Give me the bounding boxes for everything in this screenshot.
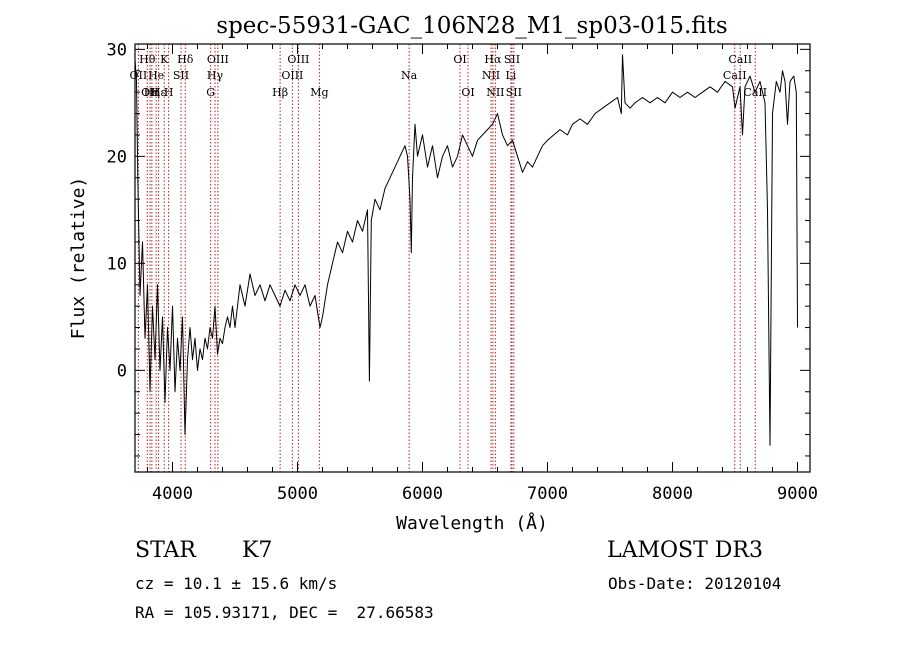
marker-label-oiii: OIII <box>207 53 229 66</box>
axis-ticks: 4000 5000 6000 7000 8000 9000 0 10 20 30 <box>107 40 818 504</box>
marker-label-sii: SII <box>173 69 189 82</box>
x-tick-label: 8000 <box>652 484 693 504</box>
observation-date: Obs-Date: 20120104 <box>608 574 782 593</box>
marker-label-hα: Hα <box>484 53 502 66</box>
x-tick-label: 9000 <box>777 484 818 504</box>
marker-label-oii: OII <box>141 86 159 99</box>
chart-title: spec-55931-GAC_106N28_M1_sp03-015.fits <box>216 13 727 39</box>
marker-label-hε: Hε <box>151 86 167 99</box>
y-tick-label: 0 <box>117 361 127 381</box>
marker-label-sii: SII <box>506 86 522 99</box>
marker-label-oiii: OIII <box>281 69 303 82</box>
marker-label-sii: SII <box>504 53 520 66</box>
marker-label-li: Li <box>505 69 516 82</box>
marker-label-na: Na <box>401 69 418 82</box>
x-tick-label: 6000 <box>402 484 443 504</box>
x-tick-label: 4000 <box>152 484 193 504</box>
marker-label-g: G <box>206 86 215 99</box>
x-tick-label: 5000 <box>277 484 318 504</box>
flux-series-line <box>134 54 798 446</box>
x-axis-label: Wavelength (Å) <box>396 512 548 534</box>
y-tick-label: 30 <box>107 40 127 60</box>
object-subclass: K7 <box>242 538 273 563</box>
marker-label-oi: OI <box>453 53 466 66</box>
marker-label-nii: NII <box>486 86 504 99</box>
marker-label-hβ: Hβ <box>272 86 288 99</box>
marker-label-hγ: Hγ <box>207 69 224 82</box>
marker-label-caii: CaII <box>723 69 747 82</box>
marker-label-oii: OII <box>130 69 148 82</box>
redshift-cz: cz = 10.1 ± 15.6 km/s <box>135 574 338 593</box>
marker-label-oiii: OIII <box>287 53 309 66</box>
marker-label-he: He <box>148 69 164 82</box>
plot-frame <box>134 43 811 473</box>
object-class: STAR <box>135 538 196 563</box>
marker-label-nii: NII <box>482 69 500 82</box>
y-axis-label: Flux (relative) <box>68 177 89 340</box>
marker-label-oi: OI <box>461 86 474 99</box>
x-tick-label: 7000 <box>527 484 568 504</box>
y-tick-label: 10 <box>107 254 127 274</box>
marker-label-mg: Mg <box>310 86 328 99</box>
coordinates: RA = 105.93171, DEC = 27.66583 <box>135 603 434 622</box>
marker-label-caii: CaII <box>728 53 752 66</box>
marker-label-hη: Hη <box>144 86 160 99</box>
marker-label-hδ: Hδ <box>177 53 194 66</box>
survey-name: LAMOST DR3 <box>607 538 763 563</box>
spectral-line-markers: OIIHθOIIHηHeHεKHSIIHδGHγOIIIHβOIIIOIIIMg… <box>130 44 767 472</box>
marker-label-hθ: Hθ <box>139 53 156 66</box>
y-tick-label: 20 <box>107 147 127 167</box>
marker-label-k: K <box>160 53 169 66</box>
marker-label-h: H <box>164 86 174 99</box>
